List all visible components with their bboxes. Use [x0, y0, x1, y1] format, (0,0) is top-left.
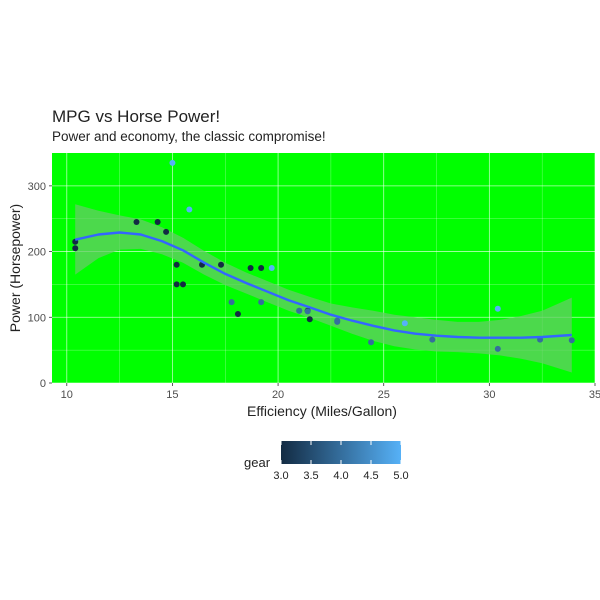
data-point	[368, 339, 375, 346]
legend-ticks: 3.0 3.5 4.0 4.5 5.0	[273, 441, 409, 482]
chart-subtitle: Power and economy, the classic compromis…	[52, 129, 326, 144]
x-tick-label: 30	[483, 389, 495, 401]
data-point	[258, 299, 265, 306]
data-point	[133, 219, 140, 225]
data-point	[268, 265, 275, 271]
data-point	[173, 281, 180, 288]
x-tick-label: 35	[589, 389, 600, 401]
chart-title: MPG vs Horse Power!	[52, 107, 220, 126]
data-point	[173, 261, 180, 268]
data-point	[186, 206, 193, 213]
data-point	[494, 345, 501, 352]
legend-tick-label: 5.0	[393, 470, 408, 482]
data-point	[179, 281, 186, 288]
legend-tick-label: 4.5	[363, 470, 378, 482]
data-point	[234, 311, 241, 317]
data-point	[218, 261, 225, 268]
y-axis-ticks: 0 100 200 300	[28, 181, 52, 390]
x-axis-ticks: 10 15 20 25 30 35	[61, 383, 600, 401]
data-point	[401, 320, 408, 327]
legend-tick-label: 3.0	[273, 470, 288, 482]
data-point	[429, 336, 436, 343]
data-point	[228, 299, 235, 306]
x-tick-label: 10	[61, 389, 73, 401]
data-point	[334, 317, 341, 324]
x-tick-label: 20	[272, 389, 284, 401]
data-point	[163, 228, 170, 235]
grid-major	[52, 153, 596, 384]
data-point	[258, 265, 265, 271]
legend-title: gear	[244, 455, 271, 470]
data-point	[494, 305, 501, 312]
data-point	[306, 316, 313, 323]
x-tick-label: 25	[378, 389, 390, 401]
smooth-trend-line	[74, 231, 572, 339]
x-tick-label: 15	[166, 389, 178, 401]
data-point	[296, 307, 303, 314]
data-point	[169, 159, 176, 166]
y-axis-title: Power (Horsepower)	[7, 204, 23, 332]
x-axis-title: Efficiency (Miles/Gallon)	[247, 403, 397, 419]
legend-tick-label: 3.5	[303, 470, 318, 482]
data-point	[568, 337, 575, 344]
data-point	[247, 265, 254, 271]
data-point	[72, 245, 79, 252]
legend-colorbar	[281, 441, 401, 464]
smooth-confidence-ribbon	[75, 204, 572, 373]
data-point	[154, 219, 161, 225]
y-tick-label: 300	[28, 181, 46, 193]
y-tick-label: 0	[40, 378, 46, 390]
data-point	[304, 308, 311, 315]
y-tick-label: 100	[28, 312, 46, 324]
y-tick-label: 200	[28, 247, 46, 259]
legend-tick-label: 4.0	[333, 470, 348, 482]
